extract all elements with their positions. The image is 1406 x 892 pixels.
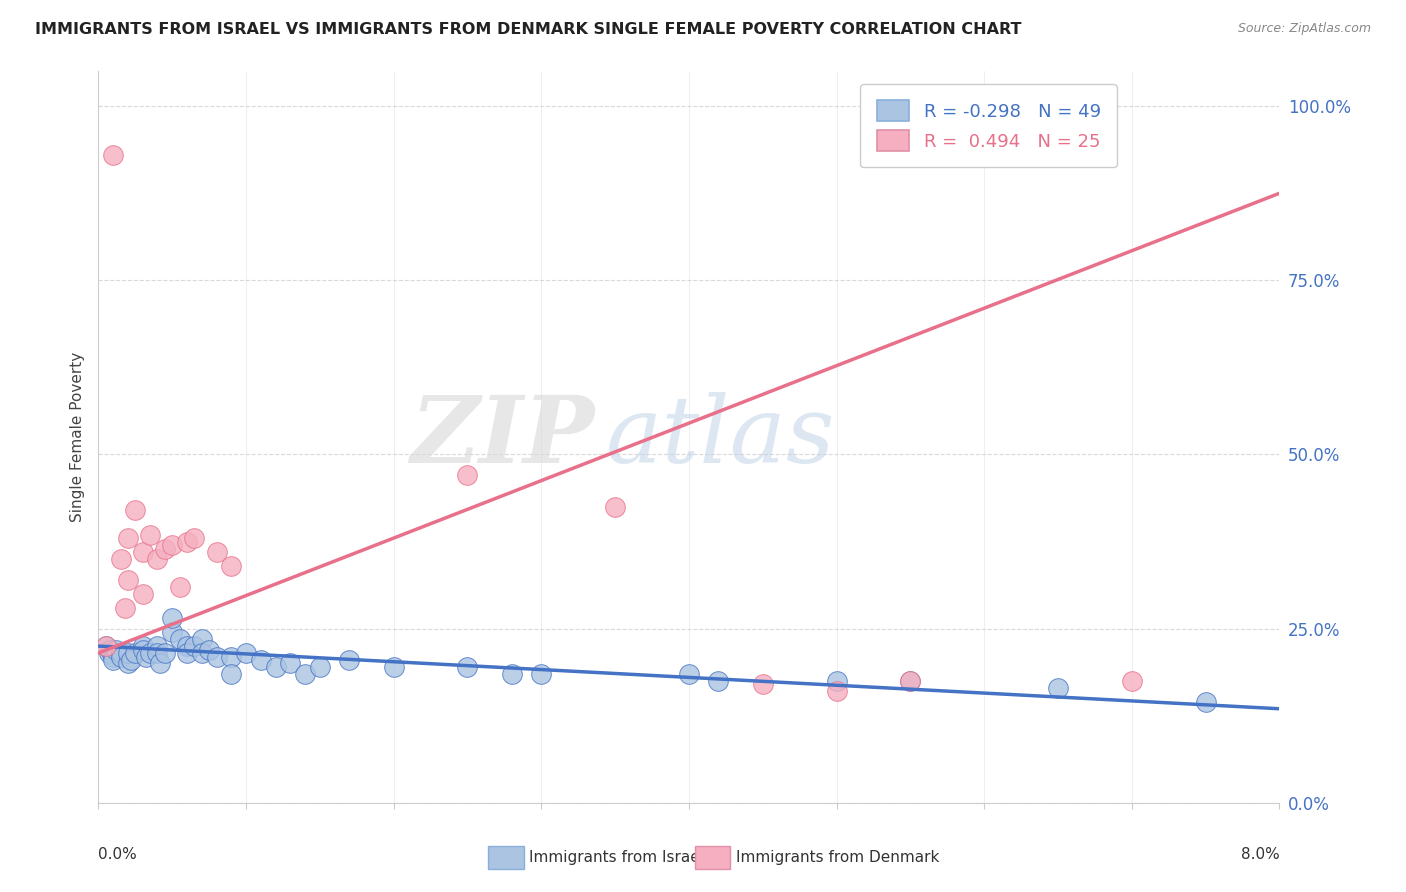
Point	[457, 660, 479, 674]
Point	[825, 684, 848, 698]
Point	[1046, 681, 1070, 695]
Text: IMMIGRANTS FROM ISRAEL VS IMMIGRANTS FROM DENMARK SINGLE FEMALE POVERTY CORRELAT: IMMIGRANTS FROM ISRAEL VS IMMIGRANTS FRO…	[35, 22, 1022, 37]
Point	[117, 531, 139, 545]
Point	[132, 545, 155, 559]
Text: atlas: atlas	[606, 392, 835, 482]
Point	[530, 667, 553, 681]
Point	[280, 657, 302, 671]
Point	[110, 646, 132, 660]
Point	[339, 653, 361, 667]
Point	[110, 552, 132, 566]
Point	[605, 500, 627, 514]
Point	[120, 653, 142, 667]
Point	[501, 667, 523, 681]
FancyBboxPatch shape	[695, 846, 730, 870]
Point	[294, 667, 316, 681]
Point	[94, 639, 117, 653]
Point	[105, 642, 128, 657]
Point	[103, 649, 125, 664]
Point	[162, 625, 183, 640]
Point	[139, 646, 162, 660]
Point	[678, 667, 700, 681]
Point	[117, 573, 139, 587]
Text: Source: ZipAtlas.com: Source: ZipAtlas.com	[1237, 22, 1371, 36]
Point	[110, 649, 132, 664]
Point	[117, 657, 139, 671]
Point	[114, 600, 136, 615]
Point	[221, 558, 243, 573]
Point	[169, 632, 191, 646]
Point	[309, 660, 332, 674]
Point	[825, 673, 848, 688]
Point	[149, 657, 172, 671]
Point	[198, 642, 221, 657]
Point	[900, 673, 922, 688]
Point	[900, 673, 922, 688]
Point	[124, 503, 146, 517]
FancyBboxPatch shape	[488, 846, 523, 870]
Text: Immigrants from Denmark: Immigrants from Denmark	[737, 850, 939, 865]
Text: ZIP: ZIP	[411, 392, 595, 482]
Point	[103, 148, 125, 162]
Point	[124, 646, 146, 660]
Point	[191, 632, 214, 646]
Point	[153, 541, 176, 556]
Point	[707, 673, 730, 688]
Point	[221, 649, 243, 664]
Point	[752, 677, 775, 691]
Point	[205, 545, 228, 559]
Text: 8.0%: 8.0%	[1240, 847, 1279, 862]
Point	[176, 534, 198, 549]
Point	[162, 611, 183, 625]
Point	[1121, 673, 1143, 688]
Text: 0.0%: 0.0%	[98, 847, 138, 862]
Point	[382, 660, 405, 674]
Point	[103, 653, 125, 667]
Point	[176, 646, 198, 660]
Legend: R = -0.298   N = 49, R =  0.494   N = 25: R = -0.298 N = 49, R = 0.494 N = 25	[860, 84, 1116, 168]
Point	[94, 639, 117, 653]
Point	[183, 639, 205, 653]
Point	[132, 642, 155, 657]
Point	[250, 653, 273, 667]
Point	[264, 660, 287, 674]
Point	[191, 646, 214, 660]
Point	[132, 587, 155, 601]
Point	[1195, 695, 1218, 709]
Text: Immigrants from Israel: Immigrants from Israel	[530, 850, 704, 865]
Point	[146, 639, 169, 653]
Point	[139, 527, 162, 541]
Point	[153, 646, 176, 660]
Point	[162, 538, 183, 552]
Point	[235, 646, 257, 660]
Point	[132, 639, 155, 653]
Point	[457, 468, 479, 483]
Point	[183, 531, 205, 545]
Point	[221, 667, 243, 681]
Point	[1046, 148, 1070, 162]
Point	[97, 646, 120, 660]
Point	[117, 646, 139, 660]
Y-axis label: Single Female Poverty: Single Female Poverty	[69, 352, 84, 522]
Point	[146, 552, 169, 566]
Point	[146, 646, 169, 660]
Point	[169, 580, 191, 594]
Point	[98, 642, 121, 657]
Point	[205, 649, 228, 664]
Point	[176, 639, 198, 653]
Point	[135, 649, 157, 664]
